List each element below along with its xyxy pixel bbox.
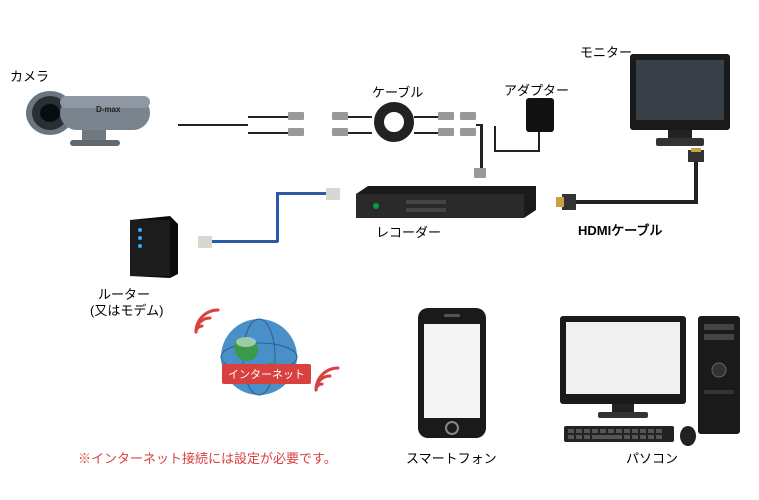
- camera-cable: [178, 124, 248, 126]
- router-icon: [126, 216, 184, 287]
- recorder-icon: [356, 186, 536, 227]
- rj45-2: [198, 236, 212, 248]
- warning-text: ※インターネット接続には設定が必要です。: [78, 448, 337, 467]
- connector-8: [460, 128, 476, 136]
- connector-4: [332, 128, 348, 136]
- connector-down: [474, 168, 486, 178]
- smartphone-icon: [416, 306, 488, 445]
- adapter-cable-h: [494, 150, 540, 152]
- adapter-cable: [538, 132, 540, 150]
- eth-h2: [212, 240, 278, 243]
- wifi-devices-icon: [310, 356, 350, 401]
- connector-5: [438, 112, 454, 120]
- globe-icon: [218, 316, 300, 403]
- svg-text:D-max: D-max: [96, 105, 121, 114]
- eth-v1: [276, 192, 279, 242]
- connector-1: [288, 112, 304, 120]
- adapter-cable-v2: [494, 126, 496, 150]
- cable-mid4: [414, 132, 438, 134]
- cable-down: [480, 124, 483, 170]
- camera-cable-split2: [248, 132, 288, 134]
- connector-7: [460, 112, 476, 120]
- cable-coil-icon: [374, 102, 414, 142]
- connector-2: [288, 128, 304, 136]
- rj45-1: [326, 188, 340, 200]
- eth-h1: [276, 192, 326, 195]
- camera-icon: D-max: [20, 78, 180, 153]
- router-sub-label: (又はモデム): [90, 300, 163, 319]
- cable-label: ケーブル: [372, 82, 423, 101]
- cable-mid3: [414, 116, 438, 118]
- pc-icon: [546, 298, 746, 453]
- smartphone-label: スマートフォン: [406, 448, 497, 467]
- cable-mid2: [348, 132, 372, 134]
- connector-6: [438, 128, 454, 136]
- connector-3: [332, 112, 348, 120]
- hdmi-label: HDMIケーブル: [578, 220, 662, 239]
- cable-mid1: [348, 116, 372, 118]
- adapter-icon: [526, 98, 554, 132]
- hdmi-plug-1: [686, 148, 706, 177]
- monitor-icon: [626, 50, 734, 155]
- hdmi-plug-2: [556, 192, 580, 217]
- adapter-label: アダプター: [504, 80, 569, 99]
- monitor-label: モニター: [580, 42, 632, 61]
- camera-cable-split1: [248, 116, 288, 118]
- internet-label: インターネット: [222, 364, 311, 384]
- hdmi-cable-h: [574, 200, 698, 204]
